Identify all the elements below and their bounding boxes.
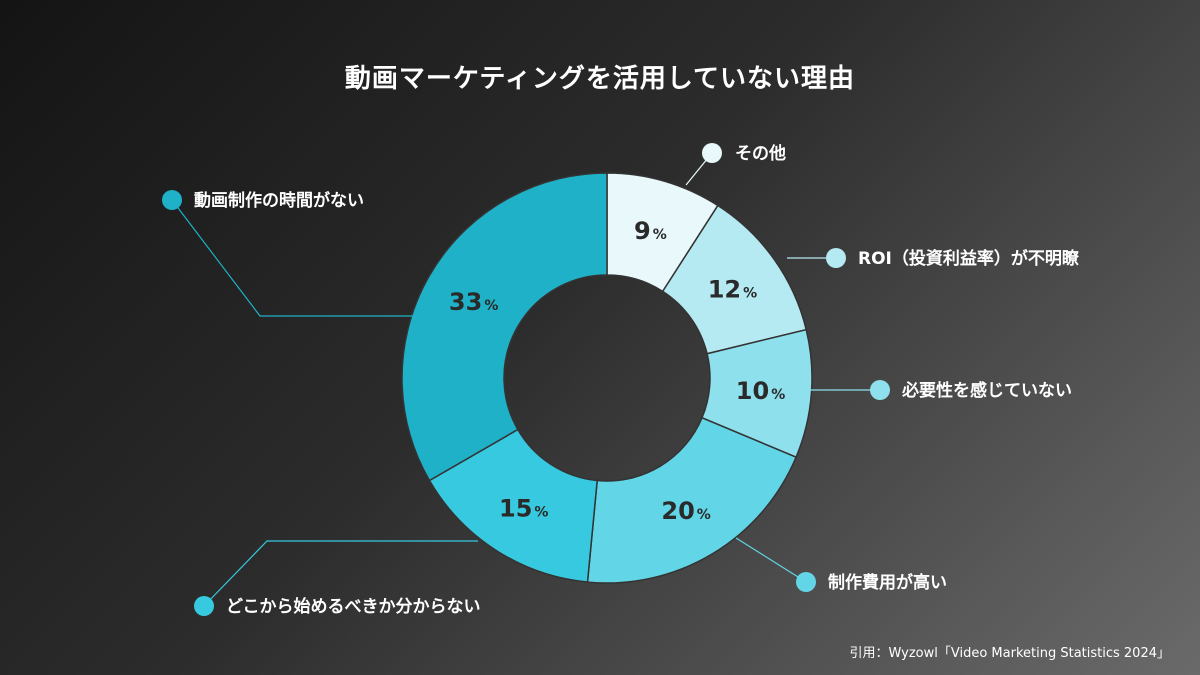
legend-dot [796, 572, 816, 592]
source-citation: 引用：Wyzowl「Video Marketing Statistics 202… [849, 646, 1170, 661]
leader-line [203, 540, 478, 607]
slice-value-label: 33% [449, 288, 498, 316]
category-label: 必要性を感じていない [901, 380, 1072, 401]
slice-value-label: 10% [736, 377, 785, 405]
donut-slice [401, 172, 608, 482]
slice-value-label: 15% [499, 495, 548, 523]
legend-dot [870, 380, 890, 400]
slice-value-label: 20% [661, 497, 710, 525]
donut-slice [428, 428, 599, 583]
category-label: その他 [735, 143, 786, 164]
chart-title: 動画マーケティングを活用していない理由 [344, 64, 856, 94]
category-label: 動画制作の時間がない [194, 190, 364, 211]
legend-dot [162, 190, 182, 210]
legend-dot [826, 248, 846, 268]
category-label: どこから始めるべきか分からない [226, 596, 481, 617]
leader-line [171, 199, 414, 317]
slice-value-label: 9% [634, 217, 667, 245]
leader-line [735, 537, 807, 583]
category-label: ROI（投資利益率）が不明瞭 [858, 248, 1080, 269]
legend-dot [702, 143, 722, 163]
legend-dot [194, 596, 214, 616]
slice-value-label: 12% [708, 276, 757, 304]
category-label: 制作費用が高い [828, 572, 947, 593]
donut-slice [586, 416, 798, 584]
